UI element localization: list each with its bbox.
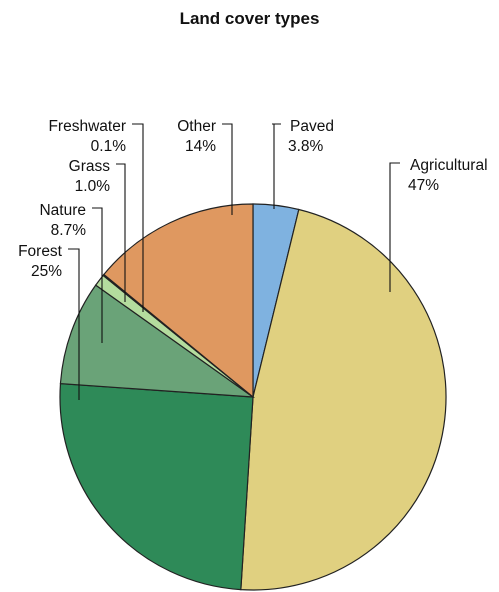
slice-forest [59,382,254,591]
value-label-forest: 25% [31,263,62,280]
leader-line-agricultural [389,162,400,292]
leader-line-forest [68,248,80,400]
label-freshwater: Freshwater [48,118,126,135]
label-agricultural: Agricultural [410,157,488,174]
leader-line-freshwater [132,123,144,312]
slice-other [103,203,254,399]
slice-nature [59,284,256,398]
value-label-freshwater: 0.1% [91,138,127,155]
value-label-nature: 8.7% [51,222,87,239]
label-forest: Forest [18,243,63,260]
label-paved: Paved [290,118,334,135]
label-nature: Nature [39,202,86,219]
pie-labels: Paved 3.8% Agricultural 47% Forest 25% Nature 8… [18,118,488,400]
slice-agricultural [240,208,447,591]
chart-title: Land cover types [180,9,320,28]
label-grass: Grass [69,158,111,175]
value-label-agricultural: 47% [408,177,439,194]
leader-line-grass [116,163,126,302]
leader-line-nature [92,207,103,343]
value-label-grass: 1.0% [75,178,111,195]
leader-line-paved [272,123,281,209]
pie-slices [59,203,447,591]
leader-line-other [222,123,233,215]
label-other: Other [177,118,216,135]
value-label-paved: 3.8% [288,138,324,155]
value-label-other: 14% [185,138,216,155]
